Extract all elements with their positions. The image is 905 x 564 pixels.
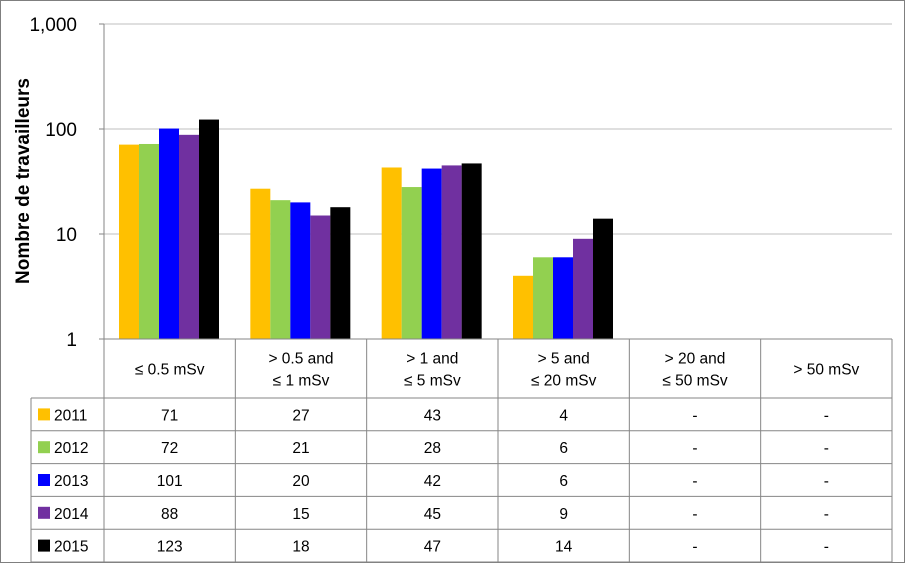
- legend-key-2015: [38, 539, 50, 552]
- bar-2015-2: [461, 163, 482, 339]
- y-tick-label: 100: [45, 120, 77, 141]
- bar-2015-1: [330, 207, 351, 339]
- legend-label: 2015: [54, 539, 88, 556]
- bar-2015-3: [593, 218, 613, 339]
- table-cell: 45: [424, 506, 441, 523]
- bar-2012-0: [139, 143, 159, 339]
- x-category-label: ≤ 0.5 mSv: [135, 362, 205, 379]
- table-cell: -: [692, 506, 697, 523]
- table-cell: 6: [559, 473, 568, 490]
- table-cell: 43: [424, 407, 441, 424]
- table-cell: 88: [161, 506, 178, 523]
- table-cell: 20: [292, 473, 310, 490]
- legend-key-2014: [38, 506, 50, 519]
- table-cell: 4: [559, 407, 568, 424]
- table-cell: -: [824, 407, 829, 424]
- table-cell: 9: [559, 506, 568, 523]
- table-cell: 101: [157, 473, 183, 490]
- table-cell: 21: [292, 440, 309, 457]
- table-cell: 123: [157, 539, 183, 556]
- y-tick-labels: 1 10 100 1,000: [29, 15, 77, 351]
- table-cell: 18: [292, 539, 309, 556]
- legend-label: 2013: [54, 473, 88, 490]
- legend-key-2012: [38, 441, 50, 454]
- table-cell: -: [824, 506, 829, 523]
- table-cell: 72: [161, 440, 178, 457]
- x-category-label: > 5 and ≤ 20 mSv: [531, 351, 597, 390]
- table-cell: -: [692, 539, 697, 556]
- bar-2012-1: [270, 200, 291, 339]
- bar-2013-0: [159, 128, 179, 339]
- x-category-label: > 20 and ≤ 50 mSv: [662, 351, 728, 390]
- legend-key-2013: [38, 474, 50, 486]
- table-cell: -: [692, 440, 697, 457]
- bar-2014-3: [573, 238, 593, 339]
- table-cell: -: [824, 473, 829, 490]
- data-table: ≤ 0.5 mSv > 0.5 and ≤ 1 mSv > 1 and ≤ 5 mSv >…: [30, 338, 893, 563]
- y-tick-label: 1: [66, 330, 77, 351]
- bar-2011-1: [250, 188, 271, 339]
- table-cell: 47: [424, 539, 441, 556]
- y-tick-label: 10: [56, 225, 77, 246]
- y-tick-label: 1,000: [29, 15, 77, 36]
- bar-2011-0: [119, 144, 139, 339]
- table-cell: 71: [161, 407, 178, 424]
- bar-2012-3: [533, 257, 553, 339]
- x-category-label: > 0.5 and ≤ 1 mSv: [268, 351, 333, 390]
- legend-label: 2014: [54, 506, 89, 523]
- bar-2013-1: [290, 202, 311, 339]
- bar-2015-0: [199, 119, 219, 339]
- bar-2012-2: [401, 187, 422, 339]
- table-cell: -: [692, 473, 697, 490]
- table-cell: -: [824, 539, 829, 556]
- table-cell: 15: [292, 506, 309, 523]
- gridlines: [104, 23, 892, 235]
- table-cell: 14: [555, 539, 573, 556]
- bar-2014-0: [179, 134, 199, 339]
- legend-label: 2012: [54, 440, 88, 457]
- table-cell: 28: [424, 440, 441, 457]
- bar-2014-2: [441, 165, 462, 339]
- legend-key-2011: [38, 408, 50, 421]
- table-cell: -: [824, 440, 829, 457]
- bars: [119, 119, 613, 339]
- bar-2013-3: [553, 257, 573, 339]
- table-cell: 27: [292, 407, 309, 424]
- bar-2011-2: [381, 167, 402, 339]
- x-category-label: > 50 mSv: [793, 362, 859, 379]
- table-cell: 42: [424, 473, 441, 490]
- legend-label: 2011: [54, 407, 87, 424]
- table-cell: 6: [559, 440, 568, 457]
- x-category-label: > 1 and ≤ 5 mSv: [404, 351, 461, 390]
- axes: [99, 23, 105, 340]
- bar-2014-1: [310, 215, 331, 339]
- table-cell: -: [692, 407, 697, 424]
- y-axis-label: Nombre de travailleurs: [13, 78, 34, 284]
- bar-2011-3: [513, 275, 533, 339]
- bar-2013-2: [421, 168, 442, 339]
